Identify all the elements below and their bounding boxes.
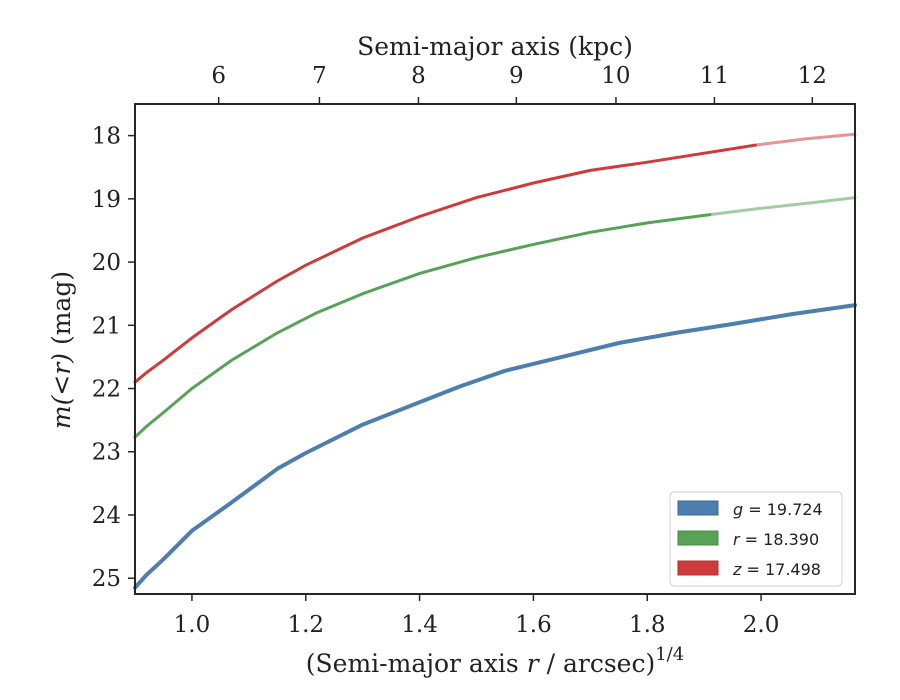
top-axis-title: Semi-major axis (kpc) [357, 32, 633, 61]
x-tick-label: 1.6 [515, 612, 552, 638]
x-tick-label: 1.0 [174, 612, 211, 638]
legend-item-r: r = 18.390 [677, 530, 819, 549]
y-axis-title: m(<r) (mag) [47, 271, 76, 429]
y-tick-label: 21 [92, 313, 121, 339]
y-tick-label: 25 [92, 566, 121, 592]
curves-layer [133, 132, 857, 590]
legend-item-z: z = 17.498 [677, 560, 821, 579]
legend-swatch-g [677, 500, 719, 516]
y-tick-label: 23 [92, 440, 121, 466]
legend-swatch-z [677, 560, 719, 576]
y-tick-label: 24 [92, 503, 121, 529]
top-tick-label: 11 [700, 63, 729, 89]
x-axis-title: (Semi-major axis r / arcsec)1/4 [306, 644, 684, 678]
legend-label-r: r = 18.390 [733, 530, 819, 549]
legend-label-g: g = 19.724 [733, 500, 823, 519]
top-tick-label: 12 [798, 63, 827, 89]
top-tick-label: 10 [601, 63, 630, 89]
x-tick-label: 2.0 [743, 612, 780, 638]
plot-frame [134, 103, 856, 595]
y-tick-label: 18 [92, 124, 121, 150]
x-tick-label: 1.2 [287, 612, 324, 638]
top-tick-label: 7 [312, 63, 327, 89]
legend-item-g: g = 19.724 [677, 500, 823, 519]
y-tick-label: 20 [92, 250, 121, 276]
top-tick-label: 8 [411, 63, 426, 89]
x-tick-label: 1.8 [629, 612, 666, 638]
y-tick-label: 22 [92, 377, 121, 403]
curve-g [133, 303, 857, 590]
curve-z-extrapolated [753, 132, 857, 147]
curve-r-extrapolated [708, 196, 857, 217]
x-tick-label: 1.4 [401, 612, 438, 638]
legend-swatch-r [677, 530, 719, 546]
legend-label-z: z = 17.498 [732, 560, 821, 579]
curve-z [133, 143, 757, 384]
curve-r [133, 213, 712, 439]
top-tick-label: 6 [211, 63, 226, 89]
axes-layer: 1.0 1.2 1.4 1.6 1.8 2.0 18 19 20 21 22 23 24 25 6 7 8 9 10… [92, 63, 856, 638]
y-tick-label: 19 [92, 187, 121, 213]
legend: g = 19.724 r = 18.390 z = 17.498 [669, 491, 843, 587]
top-tick-label: 9 [509, 63, 524, 89]
